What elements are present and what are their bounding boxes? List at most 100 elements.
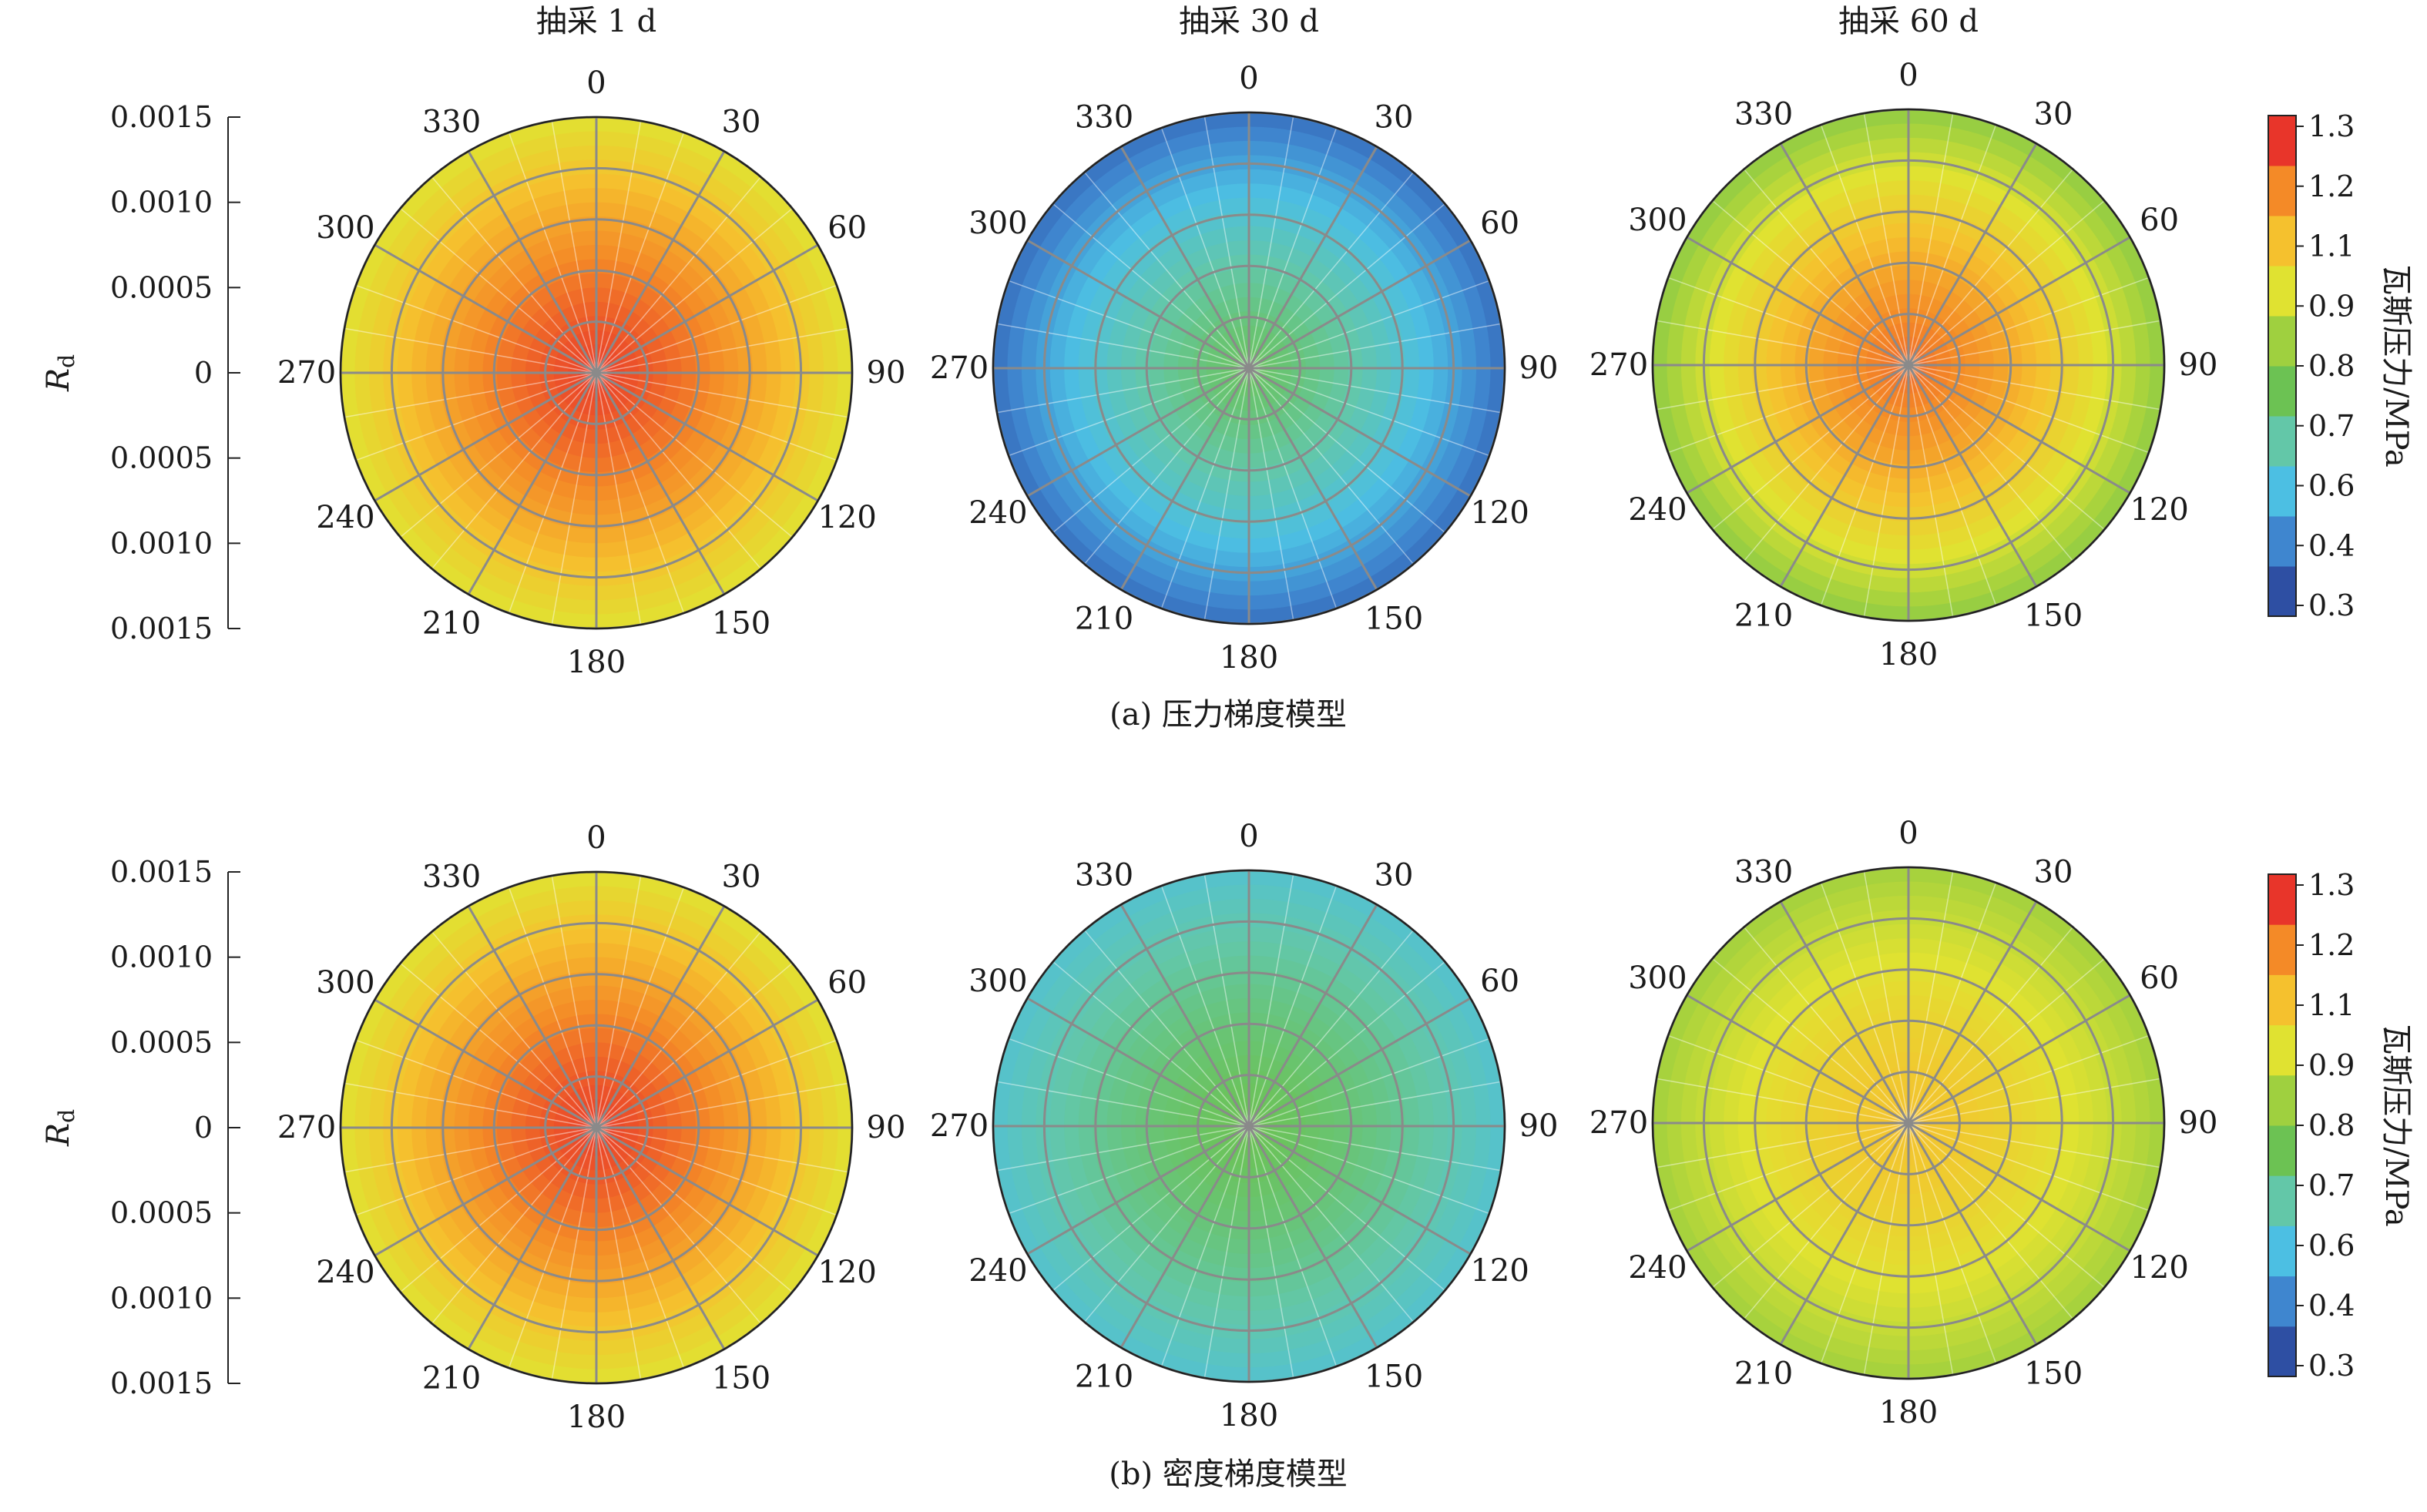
minor-gridline [596,372,838,461]
column-title: 抽采 60 d [1838,4,1979,39]
minor-gridline [1908,320,2161,366]
colorbar-swatch [2268,516,2296,567]
major-gridline [1907,364,2038,588]
colorbar-tick-label: 1.2 [2308,928,2355,962]
minor-gridline [1744,927,1909,1124]
minor-gridline [1248,367,1414,565]
minor-gridline [1008,280,1250,369]
minor-gridline [1248,961,1445,1127]
minor-gridline [344,1082,597,1128]
minor-gridline [1820,124,1909,366]
major-gridline [1120,146,1250,369]
angle-tick-label: 0 [1898,58,1918,93]
major-gridline [1686,236,1909,367]
angle-tick-label: 60 [2140,203,2179,238]
minor-gridline [1203,873,1250,1127]
major-gridline [1779,900,1910,1124]
major-gridline [1248,239,1472,370]
minor-gridline [344,372,597,418]
minor-gridline [596,1082,849,1128]
minor-gridline [596,372,761,569]
angle-tick-label: 0 [586,820,606,856]
minor-gridline [355,1039,597,1128]
colorbar-tick-label: 1.2 [2308,169,2355,203]
minor-gridline [1248,127,1338,369]
polar-outline [992,869,1506,1383]
major-gridline [1026,367,1250,498]
minor-gridline [1656,320,1909,366]
minor-gridline [596,1127,793,1292]
minor-gridline [1908,200,2105,366]
axis-tick-label: 0.0010 [110,1281,213,1315]
minor-gridline [1248,1125,1414,1323]
angle-tick-label: 150 [1365,602,1423,637]
major-gridline [1779,142,1910,366]
major-gridline [374,1126,597,1257]
angle-tick-label: 240 [968,495,1027,531]
angle-tick-label: 0 [1239,819,1258,854]
minor-gridline [1248,885,1338,1127]
major-gridline [1247,146,1378,369]
minor-gridline [596,1039,838,1128]
minor-gridline [596,887,685,1128]
minor-gridline [1248,367,1338,609]
minor-gridline [1203,367,1250,621]
angle-tick-label: 270 [930,350,989,386]
angle-tick-label: 270 [277,1110,336,1145]
angle-tick-label: 270 [277,355,336,391]
angle-tick-label: 300 [316,965,374,1001]
colorbar-tick-label: 0.3 [2308,1349,2355,1383]
colorbar-tick-label: 0.4 [2308,528,2355,562]
minor-gridline [596,931,761,1128]
angle-tick-label: 270 [1589,347,1648,383]
minor-gridline [1908,364,1997,606]
minor-gridline [1203,1125,1250,1379]
major-gridline [1686,1121,1909,1252]
colorbar-swatch [2268,216,2296,267]
minor-gridline [1908,1122,2105,1288]
minor-gridline [1248,1038,1490,1127]
angle-tick-label: 300 [316,210,374,246]
minor-gridline [400,1127,597,1292]
minor-gridline [1248,1125,1490,1215]
minor-gridline [1248,280,1490,369]
axis-tick-label: 0.0015 [110,1366,213,1400]
minor-gridline [1908,364,2150,454]
major-gridline [1248,1125,1472,1256]
minor-gridline [596,1127,849,1173]
major-gridline [595,372,726,595]
angle-tick-label: 150 [712,1361,770,1396]
major-gridline [596,1126,819,1257]
axis-label: Rd [41,1109,79,1147]
minor-gridline [1863,364,1909,618]
minor-gridline [1667,1122,1909,1212]
angle-tick-label: 60 [1480,964,1519,999]
colorbar-tick-label: 0.6 [2308,1229,2355,1262]
minor-gridline [1667,1034,1909,1124]
minor-gridline [1248,367,1502,414]
minor-gridline [596,176,761,374]
angle-tick-label: 30 [2034,96,2073,132]
colorbar-swatch [2268,366,2296,417]
minor-gridline [551,372,597,625]
angle-tick-label: 210 [1734,598,1793,634]
colorbar-tick-label: 0.3 [2308,588,2355,622]
minor-gridline [1052,367,1250,533]
minor-gridline [1667,277,1909,366]
angle-tick-label: 180 [1879,637,1938,672]
angle-tick-label: 90 [2179,1105,2218,1141]
polar-panel: 0 30 60 90 120 150 180 210 240 270 300 330 [277,65,906,680]
angle-tick-label: 300 [1628,961,1687,996]
angle-tick-label: 90 [1519,350,1559,386]
major-gridline [595,1127,726,1350]
major-gridline [1686,994,1909,1125]
minor-gridline [1667,364,1909,454]
minor-gridline [596,372,685,614]
major-gridline [1026,1125,1250,1256]
angle-tick-label: 240 [968,1253,1027,1289]
angle-tick-label: 210 [1075,1359,1133,1395]
axis-tick-label: 0.0015 [110,855,213,889]
minor-gridline [1248,367,1490,457]
minor-gridline [596,284,838,374]
minor-gridline [1248,1125,1294,1379]
